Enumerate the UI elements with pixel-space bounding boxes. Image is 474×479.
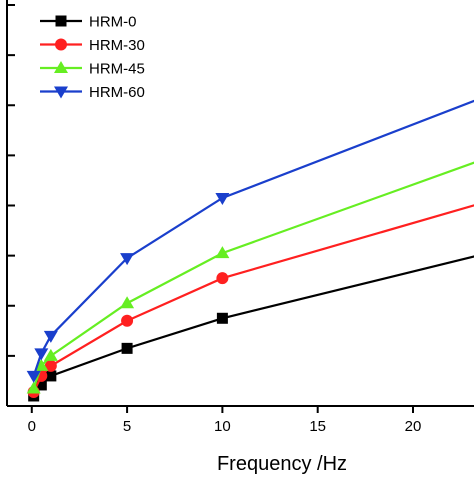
legend-marker	[54, 86, 68, 99]
data-point	[43, 348, 58, 361]
data-point	[45, 370, 57, 382]
axes: 0 5 10 15 20	[6, 0, 474, 435]
data-point	[216, 272, 229, 285]
x-tick-label: 10	[214, 418, 231, 435]
data-point	[34, 358, 49, 371]
series-hrm-0	[28, 255, 474, 402]
data-point	[216, 312, 228, 324]
data-point	[34, 348, 49, 361]
series-hrm-45	[26, 161, 474, 394]
x-tick-label: 0	[28, 418, 36, 435]
data-point	[26, 370, 41, 383]
x-tick-label: 5	[123, 418, 131, 435]
series-line	[32, 99, 474, 377]
legend-label: HRM-45	[89, 61, 145, 78]
series-line	[32, 204, 474, 393]
data-point	[215, 192, 230, 205]
legend-label: HRM-0	[89, 14, 137, 31]
series-hrm-60	[26, 99, 474, 383]
legend-marker	[55, 38, 67, 51]
legend-entry: HRM-60	[40, 84, 145, 101]
legend-marker	[54, 61, 68, 73]
data-point	[43, 330, 58, 343]
data-point	[44, 359, 57, 372]
legend-entry: HRM-0	[40, 14, 137, 31]
data-point	[120, 253, 135, 266]
data-point	[120, 296, 135, 309]
x-axis-title: Frequency /Hz	[217, 453, 347, 474]
data-point	[26, 381, 41, 394]
legend: HRM-0 HRM-30 HRM-45 HRM-60	[40, 14, 145, 101]
legend-label: HRM-30	[89, 37, 145, 54]
legend-marker	[55, 15, 67, 27]
x-tick-label: 20	[405, 418, 422, 435]
legend-label: HRM-60	[89, 84, 145, 101]
legend-entry: HRM-45	[40, 61, 145, 78]
series-hrm-30	[27, 204, 474, 398]
legend-entry: HRM-30	[40, 37, 145, 54]
data-point	[121, 342, 133, 354]
data-point	[35, 379, 47, 391]
data-point	[121, 314, 134, 327]
data-point	[215, 246, 230, 259]
x-tick-label: 15	[309, 418, 326, 435]
series-layer	[26, 99, 474, 402]
